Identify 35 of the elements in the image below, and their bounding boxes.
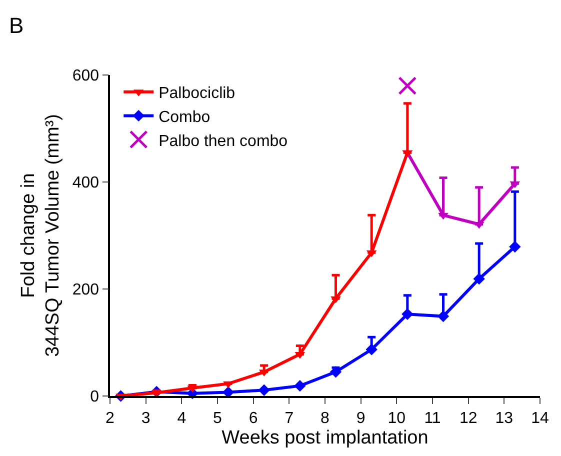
x-tick-label: 3 <box>141 410 150 427</box>
y-tick-label: 600 <box>72 68 100 85</box>
y-axis-title: Fold change in 344SQ Tumor Volume (mm³) <box>18 114 64 357</box>
x-tick-label: 7 <box>284 410 294 427</box>
point <box>222 386 234 398</box>
point <box>330 366 342 378</box>
y-tick-label: 200 <box>72 282 100 299</box>
x-tick-label: 8 <box>320 410 330 427</box>
x-tick-label: 14 <box>531 410 549 427</box>
point <box>294 380 306 392</box>
y-tick-label: 400 <box>72 174 100 192</box>
point <box>473 272 485 285</box>
point <box>258 384 270 396</box>
x-tick-label: 6 <box>248 410 258 427</box>
x-tick-label: 2 <box>106 410 115 427</box>
x-tick-label: 5 <box>213 410 222 427</box>
x-tick-label: 11 <box>424 410 441 427</box>
y-tick-label: 0 <box>90 388 100 406</box>
x-tick-label: 12 <box>459 410 478 427</box>
point <box>509 240 521 253</box>
x-tick-label: 9 <box>356 410 366 427</box>
x-tick-label: 13 <box>495 410 514 427</box>
legend-label: Palbociclib <box>158 85 236 102</box>
chart-title: B <box>9 13 24 38</box>
x-tick-label: 10 <box>388 410 406 427</box>
legend-label: Palbo then combo <box>158 132 288 150</box>
point <box>330 296 341 304</box>
x-axis-title: Weeks post implantation <box>222 427 428 448</box>
point <box>402 308 414 320</box>
legend-label: Combo <box>158 108 210 126</box>
x-tick-label: 4 <box>177 410 186 427</box>
point <box>398 76 417 95</box>
point <box>366 344 378 356</box>
point <box>437 310 450 322</box>
point <box>438 212 448 220</box>
